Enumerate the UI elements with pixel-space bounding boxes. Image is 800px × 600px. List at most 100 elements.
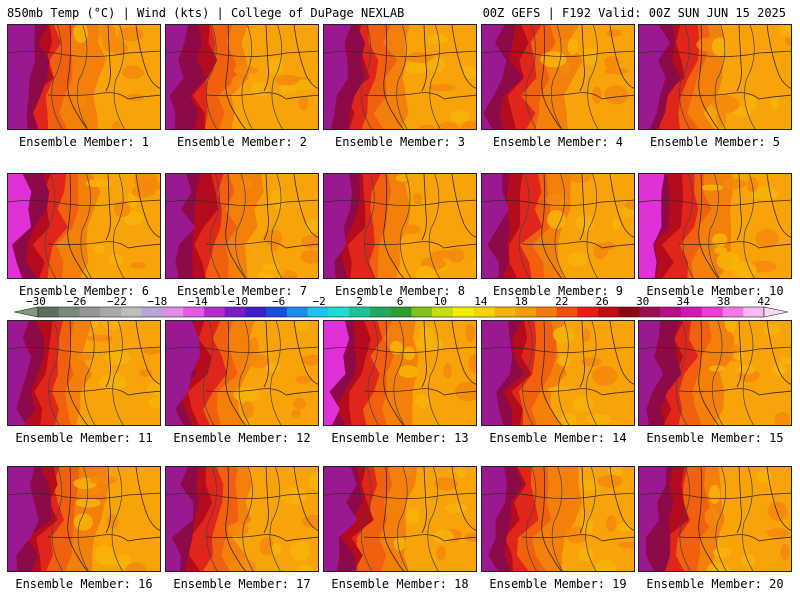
colorbar-swatch (369, 307, 391, 317)
colorbar-swatch (349, 307, 371, 317)
member-label: Ensemble Member: 20 (646, 577, 784, 591)
colorbar-swatch (162, 307, 184, 317)
colorbar-swatch (743, 307, 765, 317)
ensemble-panel (638, 173, 792, 279)
colorbar-swatch (141, 307, 163, 317)
colorbar-swatch (494, 307, 516, 317)
colorbar-swatch (183, 307, 205, 317)
temperature-map (166, 321, 318, 425)
member-label: Ensemble Member: 13 (331, 431, 469, 445)
temperature-map (8, 174, 160, 278)
temperature-map (482, 467, 634, 571)
colorbar-tick-label: 18 (514, 295, 528, 308)
temperature-map (8, 467, 160, 571)
member-label: Ensemble Member: 10 (646, 284, 784, 298)
temperature-map (639, 25, 791, 129)
colorbar-tick-label: 22 (555, 295, 569, 308)
temperature-map (639, 467, 791, 571)
colorbar-swatch (266, 307, 288, 317)
member-label: Ensemble Member: 6 (18, 284, 150, 298)
ensemble-panel (7, 173, 161, 279)
member-label: Ensemble Member: 1 (18, 135, 150, 149)
temperature-map (324, 174, 476, 278)
member-label: Ensemble Member: 7 (176, 284, 308, 298)
colorbar-swatch (722, 307, 744, 317)
colorbar-tick-label: −14 (187, 295, 208, 308)
colorbar-swatch (38, 307, 60, 317)
ensemble-panel (323, 320, 477, 426)
colorbar-tick-label: 10 (433, 295, 448, 308)
member-label: Ensemble Member: 14 (489, 431, 627, 445)
colorbar-swatch (411, 307, 433, 317)
colorbar-swatch (328, 307, 350, 317)
colorbar-swatch (473, 307, 495, 317)
ensemble-panel (638, 24, 792, 130)
colorbar-tick-label: 14 (474, 295, 488, 308)
temperature-map (324, 25, 476, 129)
temperature-map (482, 321, 634, 425)
colorbar-tick-label: −26 (66, 295, 87, 308)
member-label: Ensemble Member: 16 (15, 577, 153, 591)
ensemble-panel (165, 24, 319, 130)
colorbar-tick-label: 6 (396, 295, 404, 308)
ensemble-panel (7, 24, 161, 130)
member-label: Ensemble Member: 19 (489, 577, 627, 591)
colorbar-tick-label: 34 (676, 295, 690, 308)
colorbar-swatch (618, 307, 640, 317)
colorbar-swatch (307, 307, 329, 317)
ensemble-panel (165, 320, 319, 426)
colorbar-right-arrow (763, 306, 788, 318)
temperature-map (166, 174, 318, 278)
temperature-map (166, 25, 318, 129)
colorbar-swatch (556, 307, 578, 317)
colorbar-tick-label: 42 (757, 295, 771, 308)
colorbar-tick-label: −30 (26, 295, 46, 308)
colorbar-swatch (639, 307, 661, 317)
temperature-map (324, 467, 476, 571)
colorbar-swatch (120, 307, 143, 317)
temperature-map (8, 321, 160, 425)
colorbar-tick-label: −22 (106, 295, 127, 308)
ensemble-panel (323, 466, 477, 572)
colorbar-swatch (535, 307, 557, 317)
colorbar-swatch (203, 307, 225, 317)
ensemble-panel (638, 320, 792, 426)
ensemble-panel (165, 173, 319, 279)
title-right: 00Z GEFS | F192 Valid: 00Z SUN JUN 15 20… (482, 6, 786, 20)
colorbar-swatch (224, 307, 246, 317)
member-label: Ensemble Member: 8 (334, 284, 466, 298)
colorbar-swatch (79, 307, 101, 317)
ensemble-panel (165, 466, 319, 572)
ensemble-panel (7, 466, 161, 572)
ensemble-panel (323, 24, 477, 130)
temperature-map (639, 174, 791, 278)
member-label: Ensemble Member: 11 (15, 431, 153, 445)
temperature-map (324, 321, 476, 425)
member-label: Ensemble Member: 17 (173, 577, 311, 591)
temperature-map (482, 25, 634, 129)
colorbar-swatch (390, 307, 412, 317)
colorbar-tick-label: −2 (312, 295, 326, 308)
colorbar-tick-label: 30 (636, 295, 650, 308)
colorbar-swatch (701, 307, 723, 317)
ensemble-panel (481, 24, 635, 130)
colorbar-tick-label: −18 (147, 295, 168, 308)
colorbar-swatch (452, 307, 474, 317)
temperature-map (639, 321, 791, 425)
ensemble-panel (7, 320, 161, 426)
temperature-map (482, 174, 634, 278)
colorbar-swatch (100, 307, 122, 317)
colorbar-swatch (577, 307, 599, 317)
colorbar-tick-label: −10 (228, 295, 249, 308)
colorbar-tick-label: 38 (716, 295, 731, 308)
temperature-map (8, 25, 160, 129)
colorbar-swatch (432, 307, 454, 317)
colorbar-swatch (515, 307, 537, 317)
colorbar-swatch (681, 307, 703, 317)
ensemble-panel (323, 173, 477, 279)
colorbar-swatch (660, 307, 682, 317)
colorbar-swatch (286, 307, 308, 317)
member-label: Ensemble Member: 2 (176, 135, 308, 149)
title-left: 850mb Temp (°C) | Wind (kts) | College o… (7, 6, 405, 20)
colorbar-swatch (598, 307, 620, 317)
